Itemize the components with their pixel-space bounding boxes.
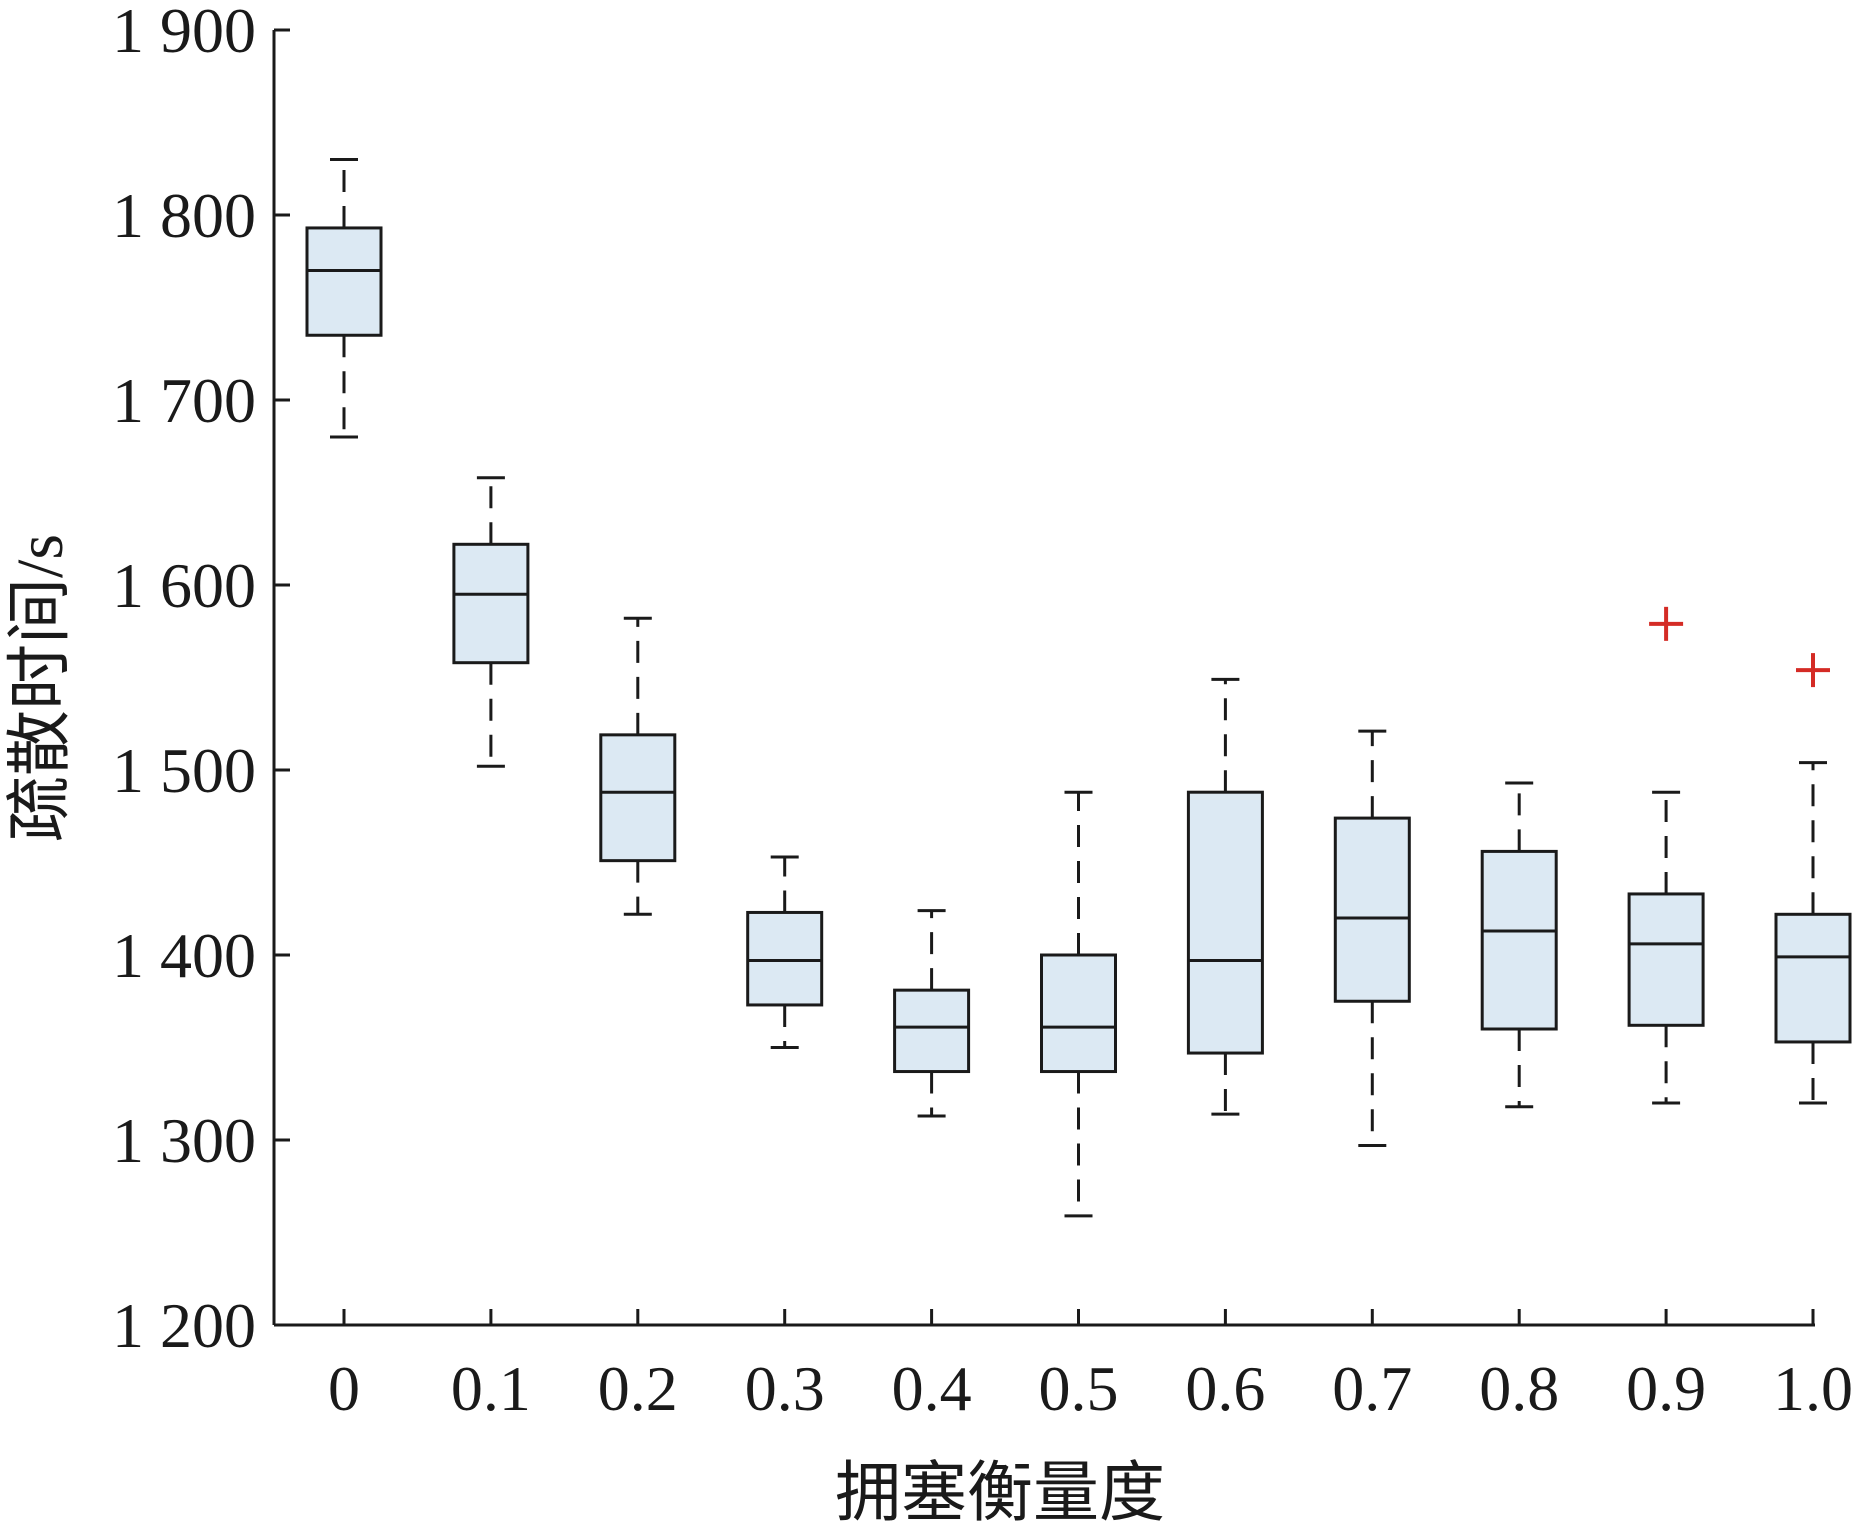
y-tick-label: 1 700 xyxy=(112,365,256,436)
iqr-box xyxy=(1333,816,1411,1003)
x-tick-label: 0 xyxy=(328,1353,360,1424)
box-0.1 xyxy=(452,476,530,768)
iqr-box xyxy=(452,542,530,665)
y-tick-label: 1 500 xyxy=(112,735,256,806)
y-tick-label: 1 300 xyxy=(112,1105,256,1176)
iqr-box xyxy=(1627,892,1705,1027)
x-tick-label: 0.2 xyxy=(598,1353,678,1424)
iqr-box xyxy=(599,733,677,863)
box-0.9 xyxy=(1627,790,1705,1105)
iqr-box xyxy=(1186,790,1264,1055)
outlier-marker xyxy=(1649,606,1684,641)
x-tick-label: 0.8 xyxy=(1479,1353,1559,1424)
x-tick-label: 0.7 xyxy=(1332,1353,1412,1424)
iqr-box xyxy=(893,988,971,1074)
box-0.2 xyxy=(599,616,677,916)
x-tick-label: 1.0 xyxy=(1773,1353,1853,1424)
box-0.3 xyxy=(746,855,824,1049)
box-0.4 xyxy=(893,909,971,1118)
iqr-box xyxy=(305,226,383,337)
y-axis-label: 疏散时间/s xyxy=(4,534,77,842)
outliers xyxy=(1649,606,1830,688)
tick-marks: 1 200 1 300 1 400 1 500 1 600 1 700 1 800 1 900… xyxy=(112,0,1853,1424)
iqr-box xyxy=(1480,849,1558,1031)
axis-labels: 拥塞衡量度 疏散时间/s xyxy=(4,534,1165,1529)
x-tick-label: 0.4 xyxy=(892,1353,972,1424)
boxes xyxy=(305,158,1852,1218)
y-tick-label: 1 800 xyxy=(112,180,256,251)
box-0.7 xyxy=(1333,729,1411,1148)
x-tick-label: 0.9 xyxy=(1626,1353,1706,1424)
iqr-box xyxy=(1774,912,1852,1044)
x-tick-label: 0.3 xyxy=(745,1353,825,1424)
iqr-box xyxy=(1040,953,1117,1074)
box-0.5 xyxy=(1040,790,1117,1218)
box-1.0 xyxy=(1774,761,1852,1105)
x-axis-label: 拥塞衡量度 xyxy=(835,1457,1165,1524)
iqr-box xyxy=(746,910,824,1007)
x-tick-label: 0.5 xyxy=(1039,1353,1119,1424)
x-tick-label: 0.6 xyxy=(1185,1353,1265,1424)
box-0.6 xyxy=(1186,677,1264,1116)
y-tick-label: 1 600 xyxy=(112,550,256,621)
y-tick-label: 1 400 xyxy=(112,920,256,991)
y-tick-label: 1 900 xyxy=(112,0,256,66)
box-0.8 xyxy=(1480,781,1558,1109)
box-0 xyxy=(305,158,383,439)
axes xyxy=(272,30,1815,1327)
x-tick-label: 0.1 xyxy=(451,1353,531,1424)
outlier-marker xyxy=(1796,653,1830,688)
y-tick-label: 1 200 xyxy=(112,1290,256,1361)
